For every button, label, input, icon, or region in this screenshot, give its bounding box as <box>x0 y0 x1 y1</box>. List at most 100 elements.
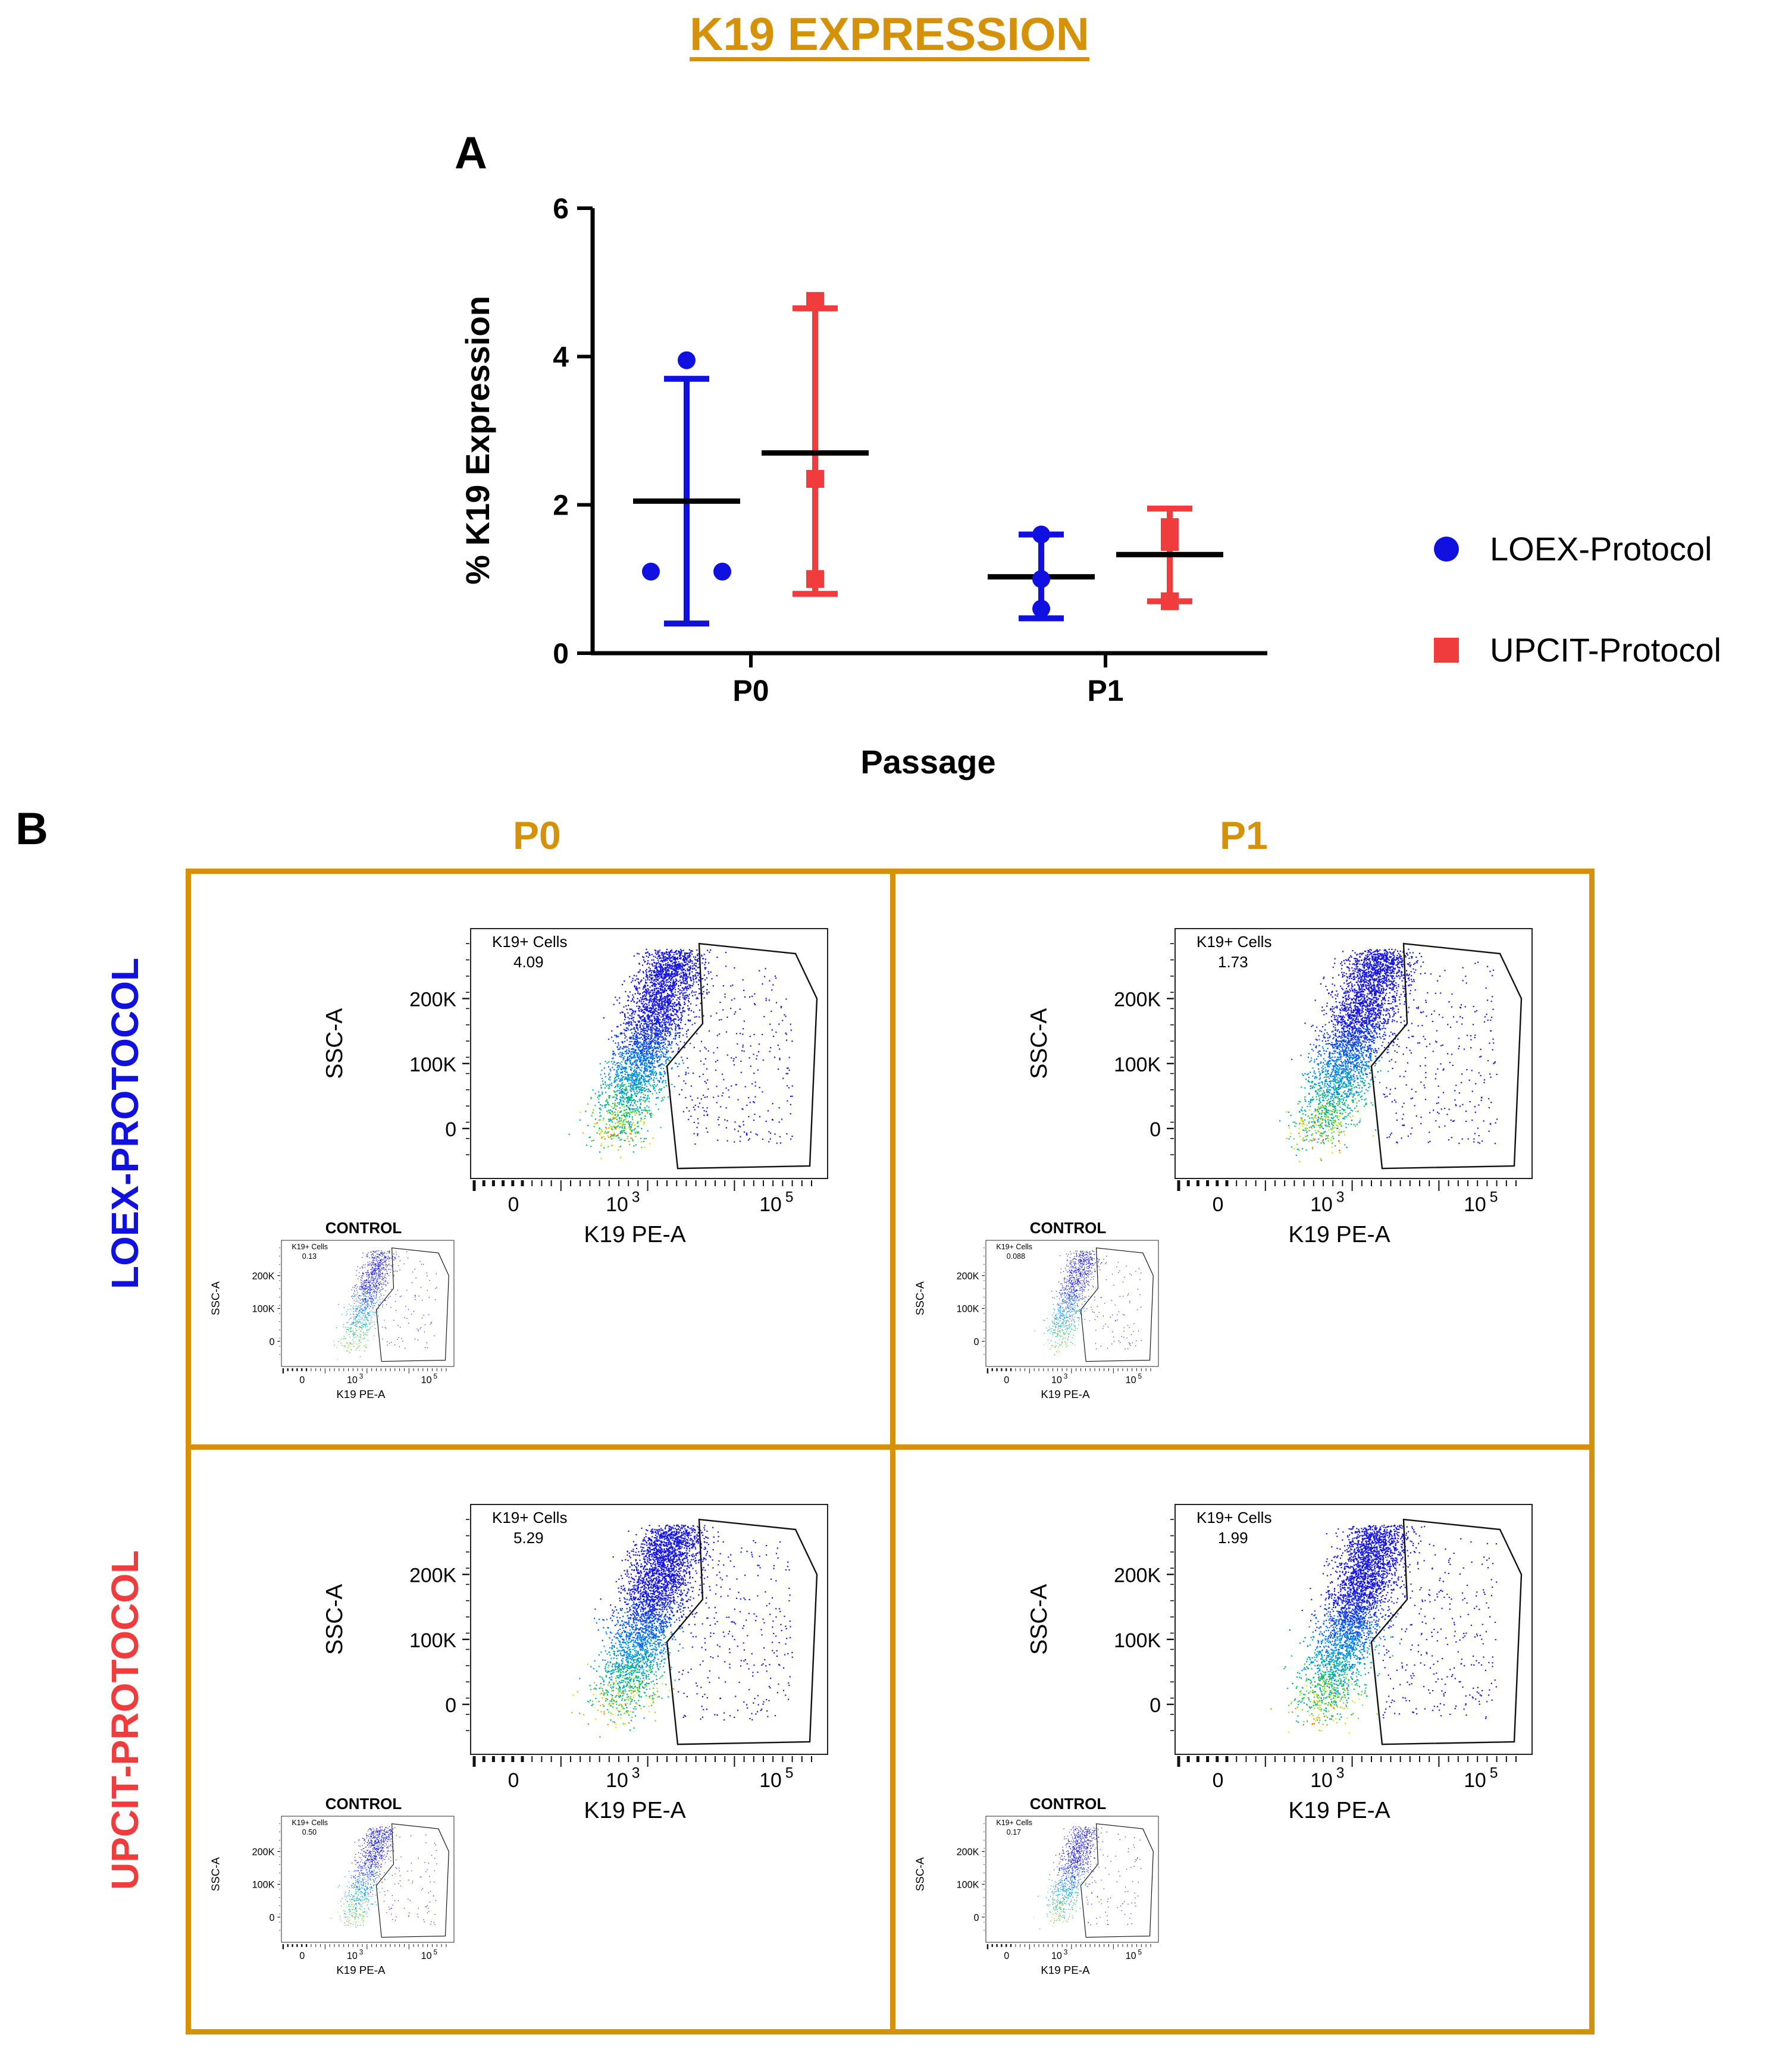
event-dot <box>691 960 693 962</box>
event-dot <box>750 1065 751 1067</box>
event-dot <box>617 1125 619 1127</box>
event-dot <box>663 980 665 982</box>
event-dot <box>370 1322 371 1324</box>
event-dot <box>651 1062 653 1065</box>
event-dot <box>621 1011 623 1013</box>
event-dot <box>642 1025 644 1027</box>
event-dot <box>647 1068 649 1070</box>
event-dot <box>663 982 665 983</box>
event-dot <box>599 1095 600 1097</box>
event-dot <box>600 1129 603 1131</box>
event-dot <box>703 974 705 976</box>
event-dot <box>675 1035 677 1036</box>
event-dot <box>610 1134 612 1136</box>
event-dot <box>656 963 657 965</box>
event-dot <box>651 989 653 991</box>
event-dot <box>625 1059 627 1062</box>
event-dot <box>638 1090 640 1093</box>
event-dot <box>613 1082 615 1083</box>
event-dot <box>631 1013 633 1015</box>
event-dot <box>679 1040 681 1043</box>
event-dot <box>358 1297 359 1298</box>
event-dot <box>638 981 640 983</box>
event-dot <box>387 1282 389 1283</box>
event-dot <box>372 1277 374 1278</box>
event-dot <box>671 968 673 970</box>
event-dot <box>604 1087 606 1089</box>
event-dot <box>628 1023 630 1025</box>
event-dot <box>363 1335 364 1336</box>
event-dot <box>678 980 679 982</box>
event-dot <box>684 959 685 961</box>
event-dot <box>671 990 673 992</box>
event-dot <box>645 1023 647 1024</box>
event-dot <box>631 982 632 983</box>
event-dot <box>603 1136 605 1137</box>
event-dot <box>664 1048 666 1049</box>
event-dot <box>659 982 661 983</box>
event-dot <box>656 1026 657 1028</box>
event-dot <box>657 976 659 977</box>
event-dot <box>675 967 677 970</box>
event-dot <box>652 1013 653 1014</box>
event-dot <box>380 1283 381 1284</box>
event-dot <box>677 1025 679 1027</box>
event-dot <box>607 1084 609 1086</box>
event-dot <box>659 1024 661 1026</box>
event-dot <box>681 990 683 992</box>
event-dot <box>666 997 668 999</box>
event-dot <box>628 1021 631 1023</box>
event-dot <box>791 1040 793 1042</box>
event-dot <box>690 985 692 987</box>
event-dot <box>680 966 682 967</box>
event-dot <box>778 1121 780 1123</box>
event-dot <box>690 985 691 986</box>
event-dot <box>383 1267 384 1268</box>
event-dot <box>378 1268 380 1269</box>
event-dot <box>664 967 666 969</box>
event-dot <box>663 968 665 970</box>
event-dot <box>728 1089 729 1091</box>
event-dot <box>635 988 637 990</box>
event-dot <box>622 1124 624 1126</box>
x-tick-label: 0 <box>508 1193 519 1216</box>
event-dot <box>342 1344 343 1346</box>
event-dot <box>615 996 616 998</box>
event-dot <box>643 1055 646 1057</box>
event-dot <box>646 1030 648 1033</box>
event-dot <box>645 1059 647 1061</box>
event-dot <box>667 1004 669 1005</box>
event-dot <box>778 1107 780 1109</box>
event-dot <box>665 982 668 983</box>
event-dot <box>372 1301 373 1302</box>
event-dot <box>637 978 640 980</box>
event-dot <box>615 1035 617 1036</box>
event-dot <box>645 1099 647 1101</box>
event-dot <box>637 1055 638 1057</box>
event-dot <box>734 1129 736 1130</box>
event-dot <box>631 1078 634 1080</box>
event-dot <box>669 953 671 955</box>
event-dot <box>656 957 658 960</box>
event-dot <box>614 1086 616 1089</box>
event-dot <box>365 1309 367 1311</box>
event-dot <box>684 1046 685 1048</box>
event-dot <box>663 976 665 977</box>
event-dot <box>641 1045 643 1046</box>
event-dot <box>394 1256 396 1258</box>
event-dot <box>669 1005 671 1007</box>
event-dot <box>659 949 660 951</box>
event-dot <box>613 1133 615 1136</box>
event-dot <box>619 1107 621 1109</box>
event-dot <box>643 1030 644 1032</box>
event-dot <box>631 1072 633 1074</box>
event-dot <box>644 1109 646 1111</box>
event-dot <box>665 970 667 971</box>
event-dot <box>618 1077 619 1079</box>
event-dot <box>675 965 678 967</box>
event-dot <box>665 1018 666 1020</box>
event-dot <box>646 1076 648 1078</box>
event-dot <box>658 1056 660 1058</box>
event-dot <box>616 1070 618 1071</box>
event-dot <box>362 1324 364 1325</box>
